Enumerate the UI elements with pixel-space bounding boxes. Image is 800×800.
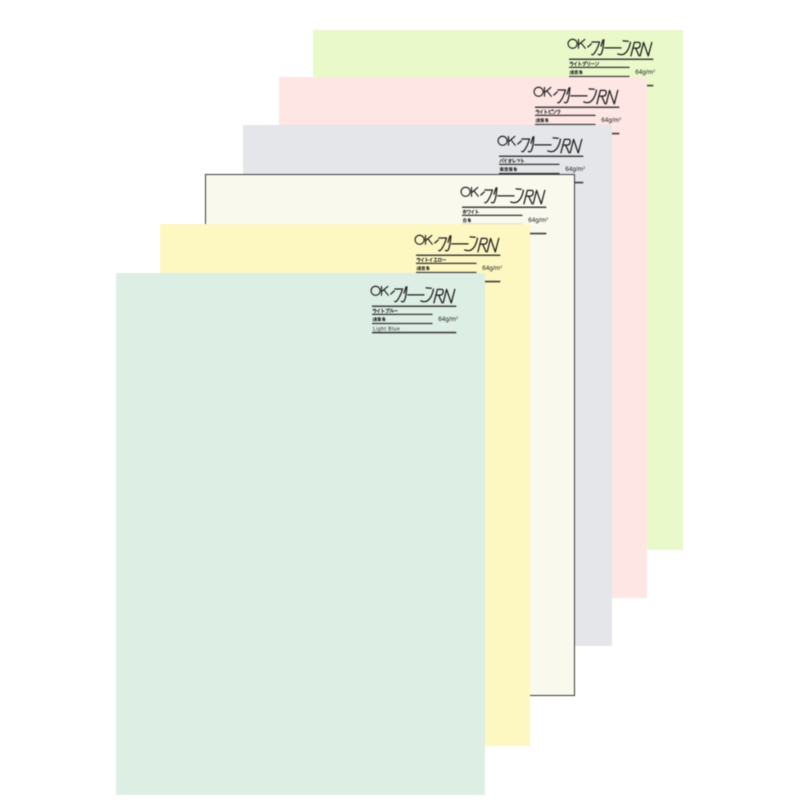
svg-text:64g/m2: 64g/m2 xyxy=(601,115,622,123)
svg-text:64g/m2: 64g/m2 xyxy=(482,264,503,272)
svg-text:64g/m2: 64g/m2 xyxy=(635,68,656,76)
svg-text:64g/m2: 64g/m2 xyxy=(565,165,586,173)
svg-text:64g/m2: 64g/m2 xyxy=(438,314,459,322)
svg-text:64g/m2: 64g/m2 xyxy=(528,215,549,223)
svg-text:Light Blue: Light Blue xyxy=(373,326,400,332)
